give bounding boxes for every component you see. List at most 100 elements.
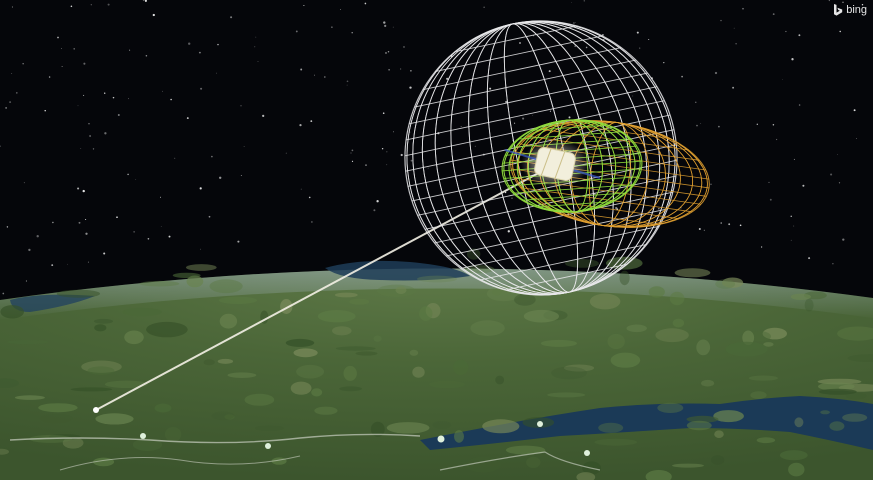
place-marker[interactable]: [584, 450, 590, 456]
terrain-patch: [551, 366, 587, 380]
terrain-patch: [332, 326, 352, 336]
place-marker[interactable]: [537, 421, 543, 427]
star: [632, 95, 634, 97]
star: [548, 70, 551, 73]
mesh-parallel: [522, 192, 627, 201]
terrain-patch: [820, 410, 830, 415]
star: [384, 24, 387, 27]
mesh-parallel: [409, 72, 648, 125]
terrain-patch: [293, 348, 318, 358]
star: [200, 248, 202, 250]
star: [28, 248, 31, 252]
star: [718, 125, 720, 128]
star: [237, 240, 240, 243]
star: [798, 104, 801, 106]
place-marker[interactable]: [140, 433, 146, 439]
place-marker[interactable]: [265, 443, 271, 449]
star: [403, 46, 405, 48]
star: [400, 68, 402, 70]
mesh-parallel: [479, 244, 647, 281]
road: [59, 455, 301, 471]
terrain-patch: [686, 420, 712, 431]
terrain-patch: [672, 318, 685, 328]
terrain-patch: [154, 403, 172, 413]
star: [760, 246, 763, 248]
terrain-patch: [81, 360, 122, 373]
star: [410, 159, 413, 162]
terrain-patch: [818, 382, 855, 391]
star: [728, 223, 731, 226]
star: [483, 6, 485, 8]
star: [208, 215, 211, 218]
star: [78, 221, 81, 224]
terrain-patch: [0, 378, 19, 388]
terrain-patch: [373, 335, 382, 342]
star: [73, 48, 75, 50]
terrain-patch: [209, 279, 243, 294]
star: [308, 196, 311, 199]
star: [385, 52, 387, 54]
terrain-patch: [217, 358, 234, 364]
star: [446, 77, 449, 80]
bing-logo: bing: [833, 4, 867, 16]
star: [300, 188, 302, 190]
place-marker[interactable]: [437, 435, 445, 443]
terrain-patch: [526, 456, 541, 468]
star: [832, 263, 834, 265]
terrain-patch: [696, 339, 711, 356]
star: [104, 132, 107, 135]
star: [230, 16, 233, 19]
terrain-patch: [219, 313, 238, 329]
ground-station-marker[interactable]: [93, 407, 99, 413]
terrain-patch: [742, 330, 755, 346]
terrain-patch: [674, 268, 711, 278]
star: [67, 263, 68, 265]
star: [775, 138, 778, 141]
star: [77, 105, 79, 107]
terrain-patch: [104, 380, 148, 388]
terrain-patch: [339, 386, 362, 392]
mesh-parallel: [414, 59, 636, 108]
road: [439, 451, 601, 471]
star: [410, 69, 412, 72]
star: [585, 46, 588, 49]
star: [696, 124, 698, 127]
terrain-patch: [715, 279, 736, 289]
terrain-patch: [657, 402, 684, 413]
left-lake: [10, 294, 95, 312]
terrain-patch: [95, 413, 134, 425]
terrain-patch: [686, 415, 719, 423]
terrain-patch: [847, 354, 873, 362]
terrain-patch: [607, 333, 625, 350]
star: [802, 184, 805, 187]
star: [135, 179, 137, 180]
terrain-patch: [655, 328, 689, 343]
terrain-patch: [349, 298, 370, 305]
star: [505, 100, 508, 104]
terrain-patch: [296, 364, 325, 379]
star: [842, 1, 844, 3]
satellite[interactable]: [504, 140, 601, 188]
star: [427, 167, 429, 169]
star: [583, 0, 585, 2]
star: [162, 90, 164, 92]
star: [720, 222, 722, 224]
middle-coverage-mesh: [510, 120, 710, 228]
star: [88, 123, 90, 125]
terrain-patch: [598, 422, 624, 433]
terrain-patch: [790, 293, 811, 300]
terrain-patch: [56, 289, 101, 298]
terrain-patch: [842, 413, 868, 422]
star: [83, 94, 85, 96]
mesh-parallel: [531, 197, 680, 220]
star: [240, 175, 242, 177]
star: [142, 0, 145, 2]
terrain-patch: [122, 307, 162, 317]
terrain-patch: [335, 346, 376, 351]
terrain-patch: [186, 275, 204, 288]
terrain-patch: [514, 293, 536, 306]
star: [350, 152, 352, 154]
star: [739, 224, 742, 227]
